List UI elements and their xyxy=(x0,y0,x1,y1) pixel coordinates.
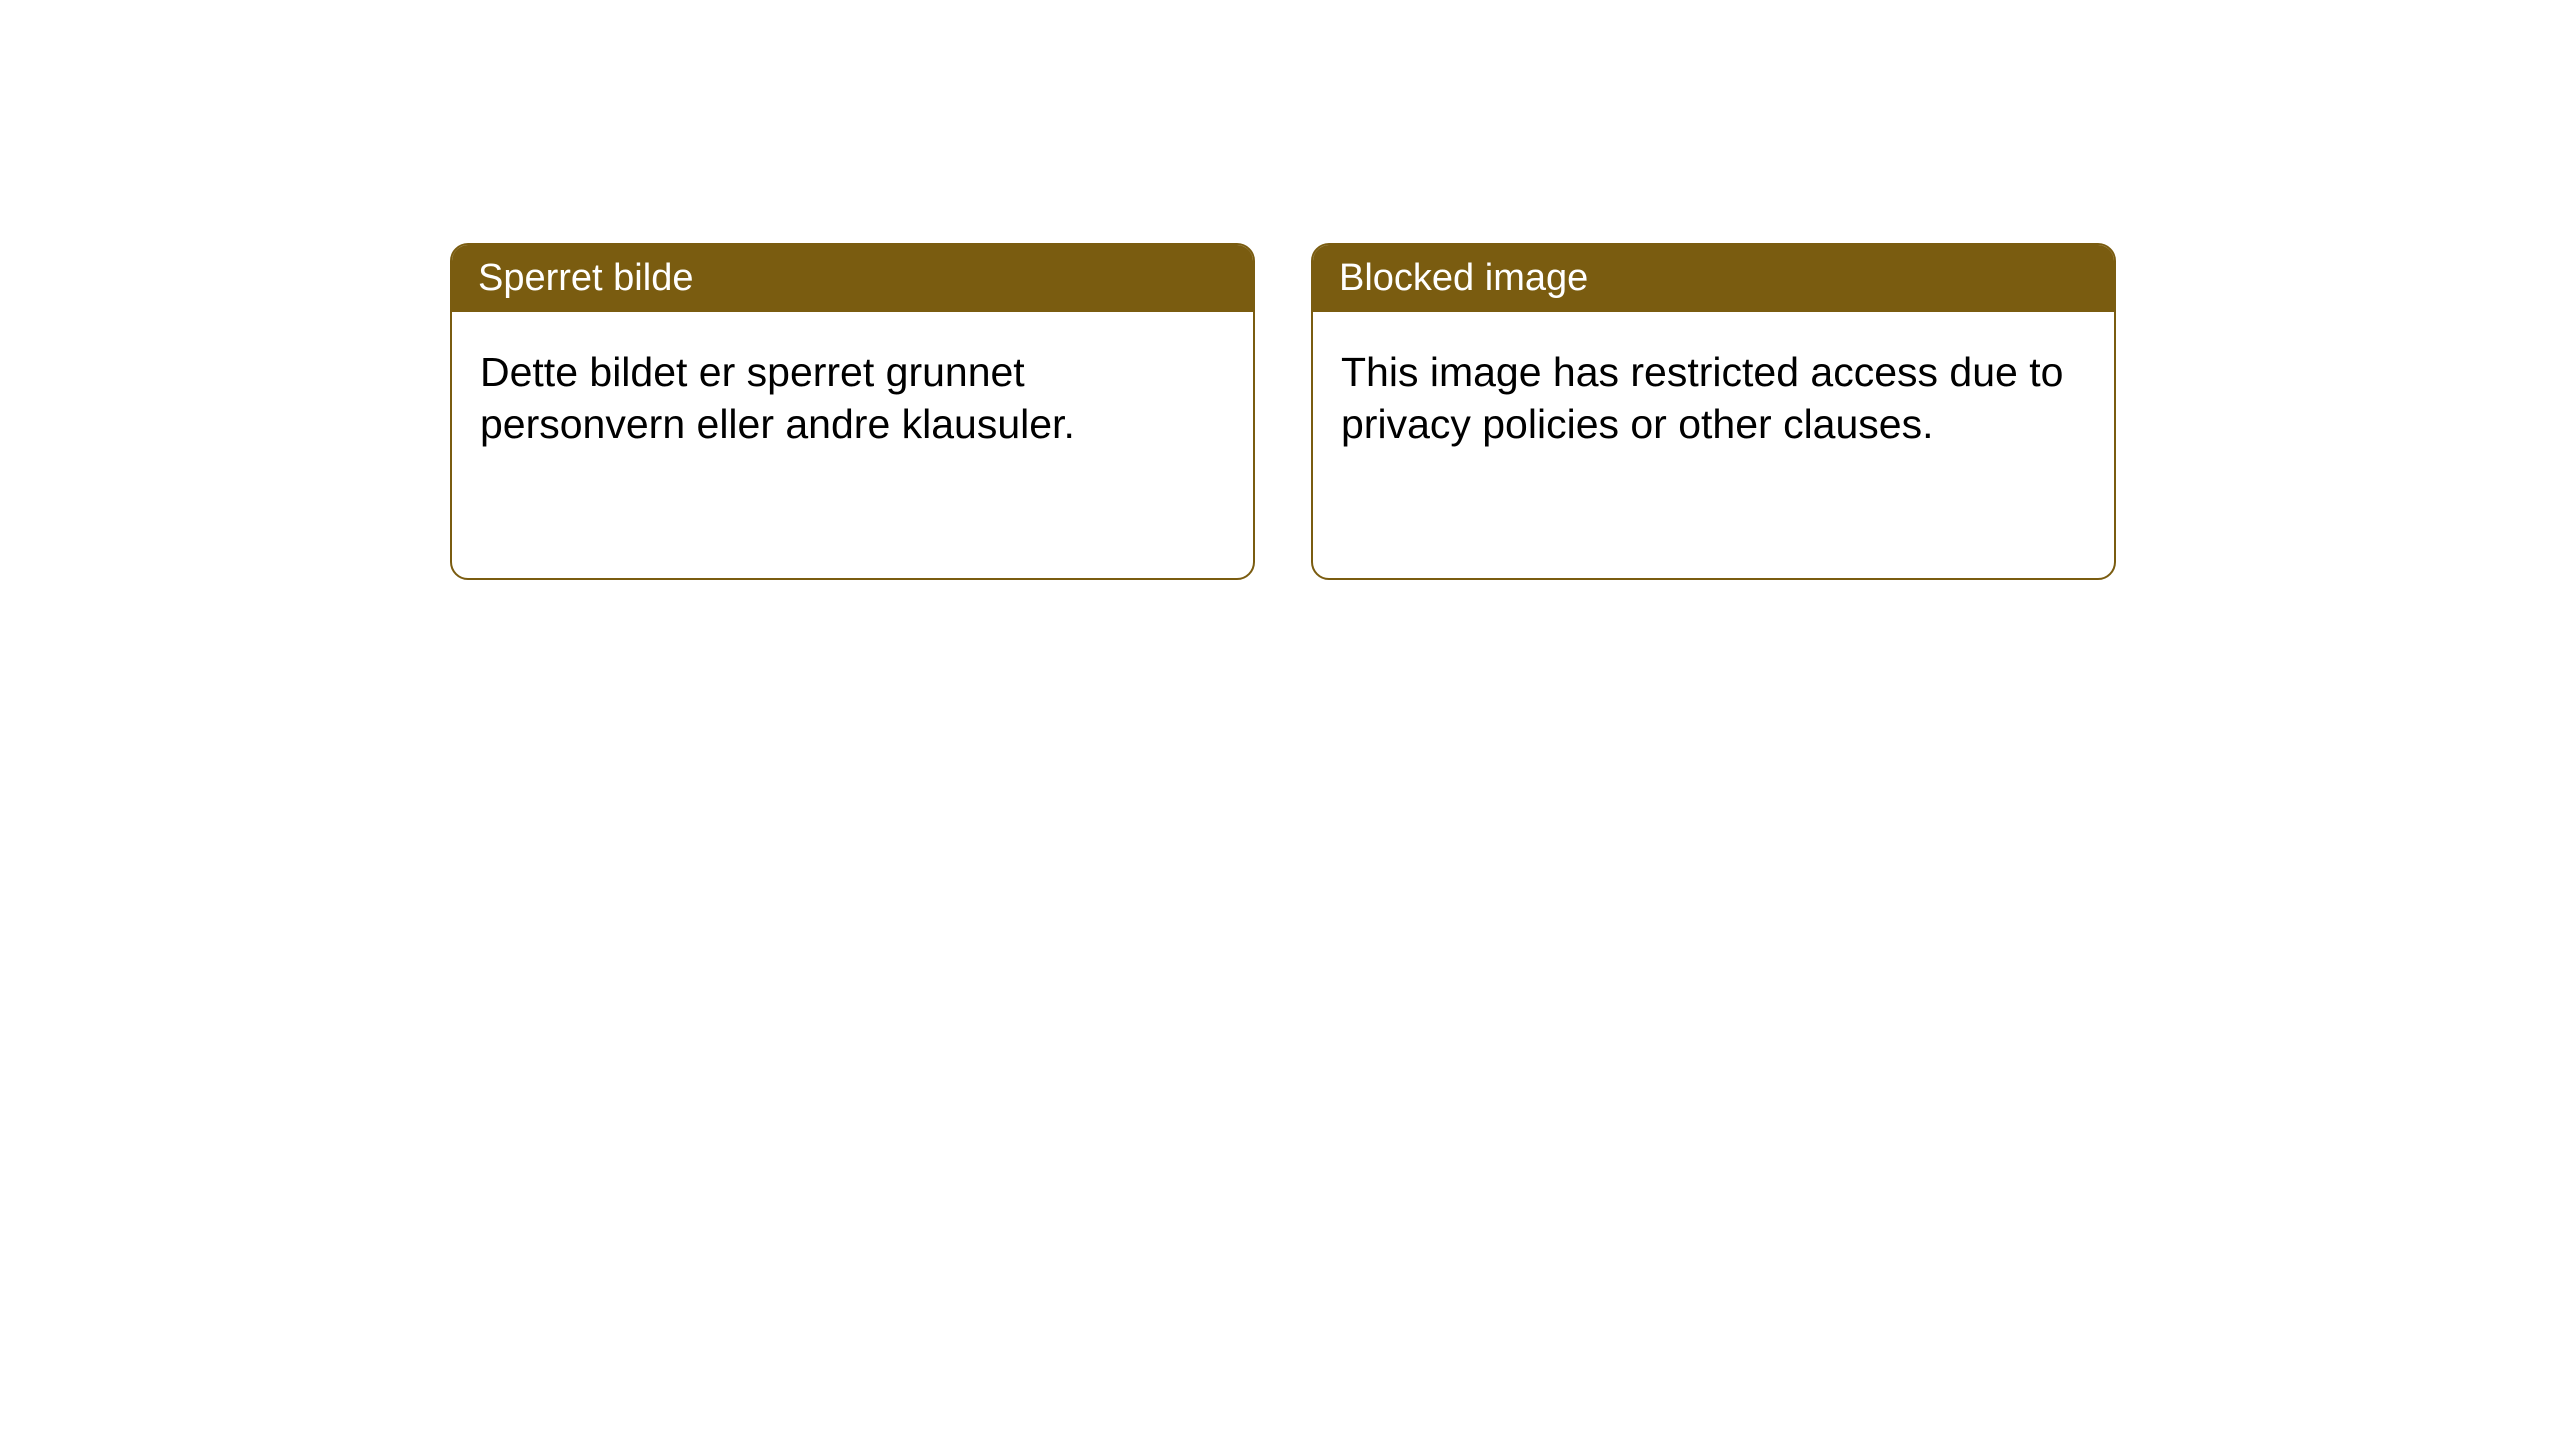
notice-title: Sperret bilde xyxy=(452,245,1253,312)
notice-card-norwegian: Sperret bilde Dette bildet er sperret gr… xyxy=(450,243,1255,580)
notice-body-text: Dette bildet er sperret grunnet personve… xyxy=(452,312,1253,485)
notice-body-text: This image has restricted access due to … xyxy=(1313,312,2114,485)
notice-container: Sperret bilde Dette bildet er sperret gr… xyxy=(0,0,2560,580)
notice-title: Blocked image xyxy=(1313,245,2114,312)
notice-card-english: Blocked image This image has restricted … xyxy=(1311,243,2116,580)
